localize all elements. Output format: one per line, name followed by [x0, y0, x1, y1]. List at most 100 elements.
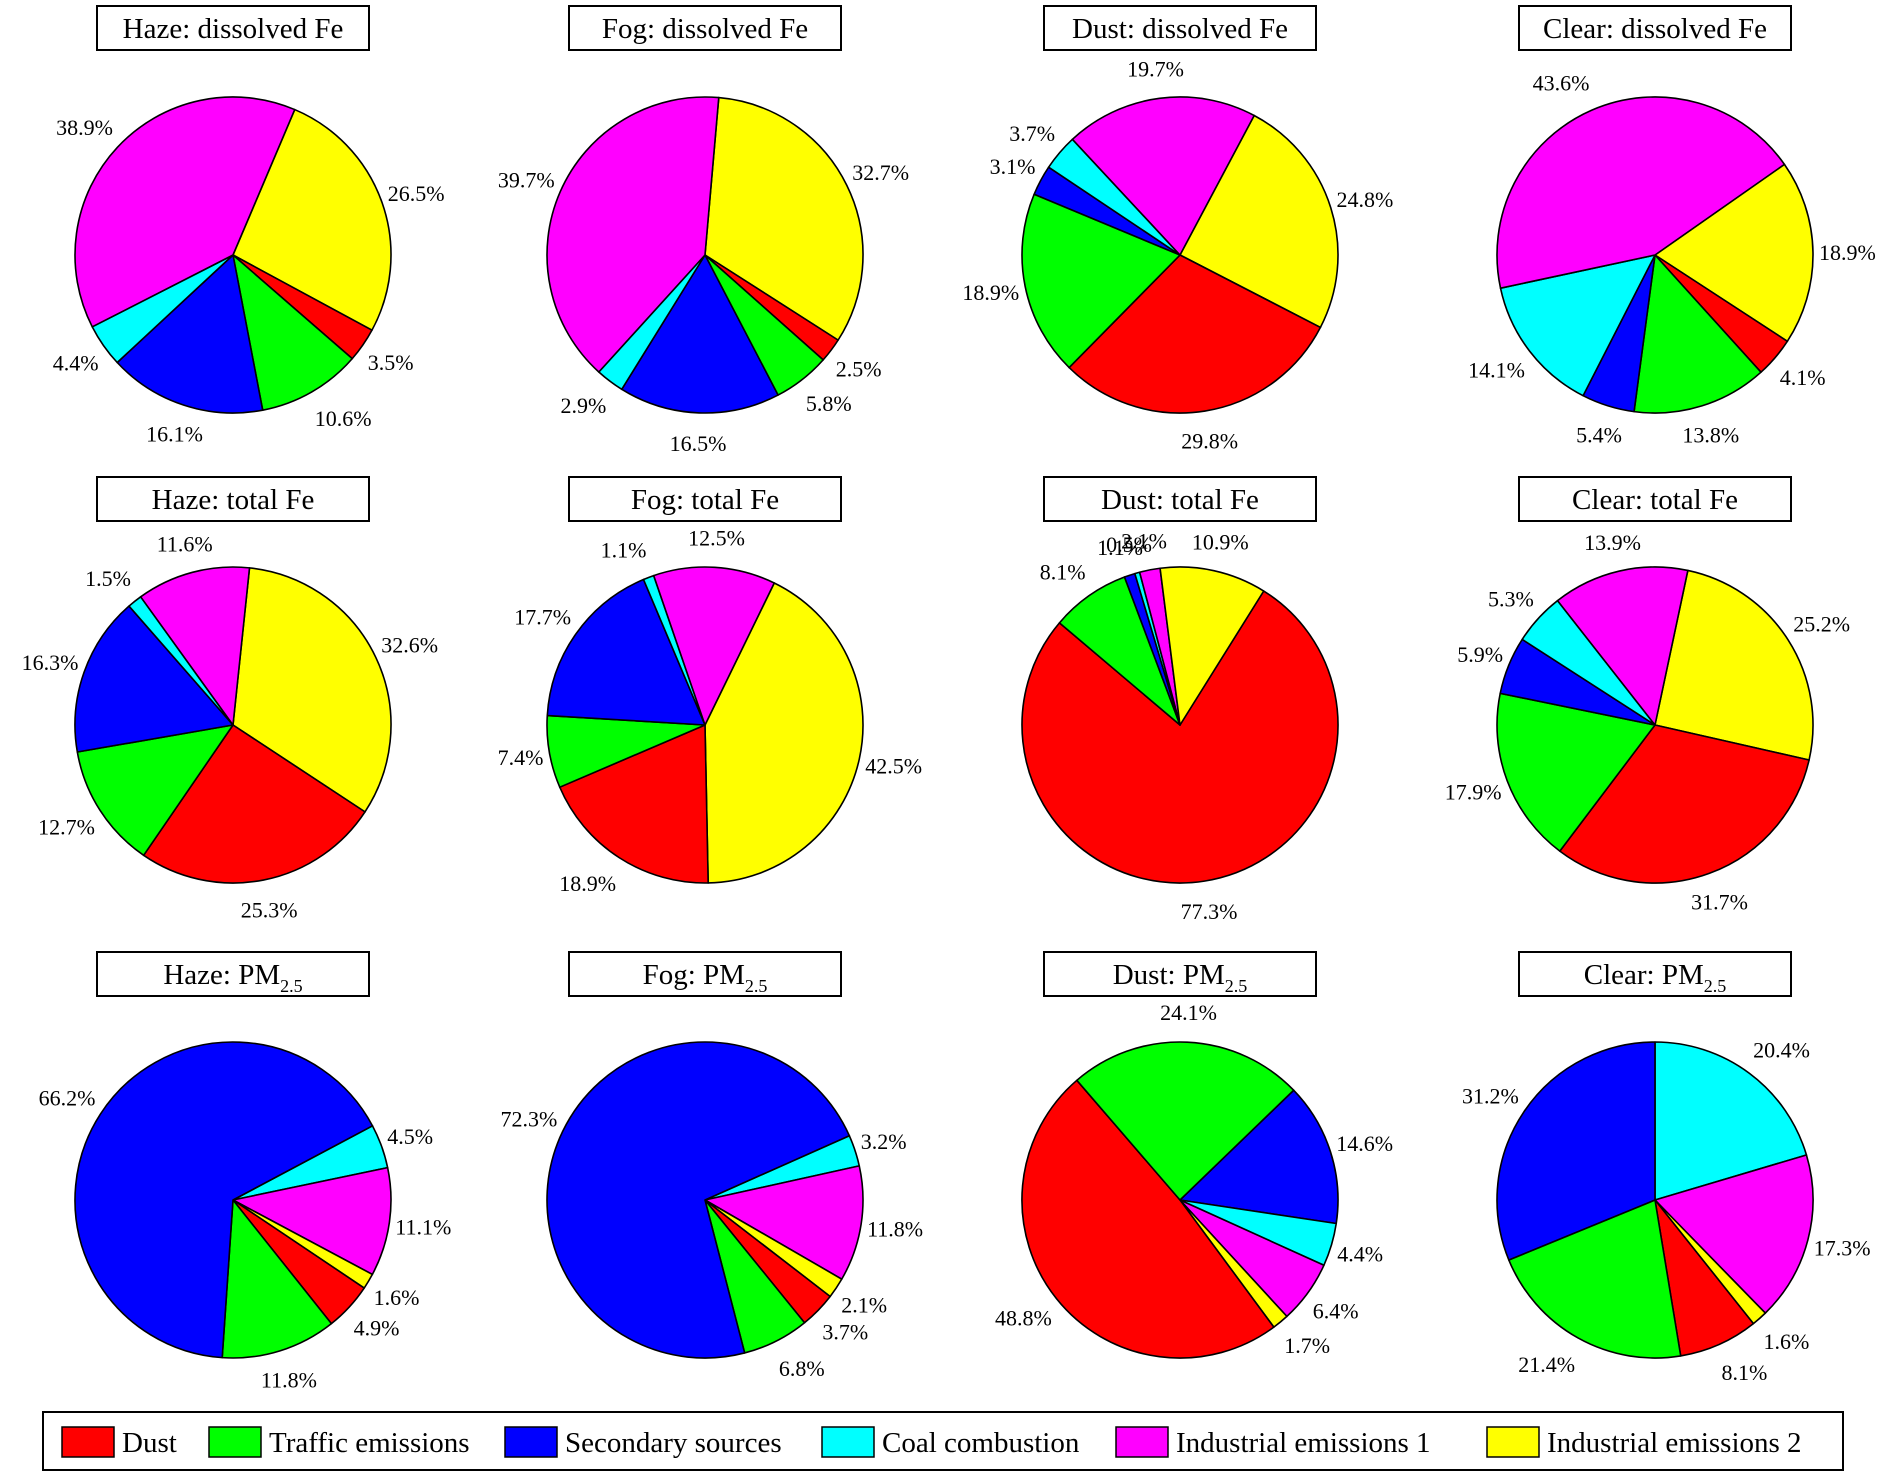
slice-label-secondary-sources: 72.3% — [500, 1106, 557, 1131]
slice-industrial-emissions-2 — [704, 582, 864, 884]
chart-title-main: Clear: dissolved Fe — [1543, 13, 1767, 45]
slice-label-industrial-emissions-2: 18.9% — [1819, 240, 1876, 265]
pie-chart-9: Haze: PM2.5 4.5% 11.1% 1.6% 4.9% 11.8% 66.2% — [39, 951, 451, 1393]
legend-label-industrial-emissions-1: Industrial emissions 1 — [1176, 1427, 1431, 1459]
chart-title-main: Clear: PM — [1584, 959, 1704, 991]
chart-title-box — [1518, 476, 1792, 522]
slice-secondary-sources — [546, 1041, 851, 1359]
chart-title-subscript: 2.5 — [280, 976, 303, 996]
slice-industrial-emissions-1 — [139, 566, 251, 726]
slice-coal-combustion — [1499, 254, 1656, 397]
slice-label-industrial-emissions-1: 6.4% — [1313, 1298, 1359, 1323]
slice-label-industrial-emissions-2: 32.7% — [852, 160, 909, 185]
slice-secondary-sources — [74, 605, 234, 753]
slice-label-secondary-sources: 31.2% — [1462, 1083, 1519, 1108]
slice-label-traffic-emissions: 13.8% — [1682, 423, 1739, 448]
pie-chart-8: Clear: total Fe 25.2% 31.7% 17.9% 5.9% 5.3% 13… — [1445, 476, 1850, 915]
legend: Dust Traffic emissions Secondary sources Co… — [42, 1411, 1844, 1471]
slice-industrial-emissions-1 — [1556, 566, 1689, 726]
slice-label-industrial-emissions-1: 39.7% — [498, 168, 555, 193]
slice-label-coal-combustion: 2.9% — [560, 393, 606, 418]
chart-title-box — [1518, 5, 1792, 51]
chart-title-box — [1043, 5, 1317, 51]
slice-traffic-emissions — [221, 1199, 333, 1359]
slice-label-secondary-sources: 17.7% — [514, 605, 571, 630]
chart-title: Fog: dissolved Fe — [602, 13, 808, 45]
legend-label-dust: Dust — [122, 1427, 177, 1459]
slice-label-industrial-emissions-2: 24.8% — [1337, 187, 1394, 212]
legend-swatch-traffic-emissions — [208, 1426, 262, 1458]
legend-box — [42, 1411, 1844, 1471]
slice-label-traffic-emissions: 8.1% — [1040, 559, 1086, 584]
chart-title: Haze: PM2.5 — [163, 959, 302, 996]
slice-coal-combustion — [1654, 1041, 1808, 1201]
legend-swatch-coal-combustion — [821, 1426, 875, 1458]
chart-title-box — [1518, 951, 1792, 997]
slice-industrial-emissions-1 — [704, 1165, 864, 1280]
slice-traffic-emissions — [1076, 1041, 1295, 1201]
slice-label-industrial-emissions-1: 19.7% — [1127, 57, 1184, 82]
slice-label-industrial-emissions-2: 25.2% — [1793, 612, 1850, 637]
slice-label-industrial-emissions-1: 13.9% — [1584, 530, 1641, 555]
pie-chart-7: Dust: total Fe 77.3% 8.1% 1.1%0.5%2.1% 10.9% — [1021, 476, 1339, 924]
legend-label-industrial-emissions-2: Industrial emissions 2 — [1547, 1427, 1802, 1459]
slice-industrial-emissions-1 — [546, 96, 720, 373]
slice-secondary-sources — [74, 1041, 374, 1359]
slice-label-traffic-emissions: 17.9% — [1445, 780, 1502, 805]
slice-label-coal-combustion: 3.2% — [861, 1129, 907, 1154]
slice-label-industrial-emissions-1: 11.8% — [867, 1217, 923, 1242]
slice-label-dust: 77.3% — [1181, 899, 1238, 924]
pie-chart-11: Dust: PM2.5 14.6% 4.4% 6.4% 1.7% 48.8% 24.1% — [995, 951, 1393, 1359]
slice-label-dust: 3.7% — [822, 1319, 868, 1344]
legend-swatch-industrial-emissions-1 — [1115, 1426, 1169, 1458]
slice-industrial-emissions-1 — [1496, 96, 1786, 289]
slice-traffic-emissions — [1633, 254, 1762, 414]
slice-dust — [1559, 724, 1810, 884]
chart-title-main: Haze: PM — [163, 959, 280, 991]
legend-label-traffic-emissions: Traffic emissions — [269, 1427, 470, 1459]
chart-title: Fog: total Fe — [631, 484, 779, 516]
legend-label-coal-combustion: Coal combustion — [882, 1427, 1080, 1459]
slice-industrial-emissions-2 — [232, 108, 392, 331]
slice-dust — [1021, 590, 1339, 884]
chart-title: Clear: PM2.5 — [1584, 959, 1727, 996]
slice-secondary-sources — [620, 254, 779, 414]
slice-label-traffic-emissions: 5.8% — [806, 391, 852, 416]
slice-label-industrial-emissions-2: 32.6% — [381, 633, 438, 658]
slice-traffic-emissions — [1508, 1199, 1682, 1359]
chart-title: Clear: dissolved Fe — [1543, 13, 1767, 45]
slice-label-traffic-emissions: 18.9% — [962, 280, 1019, 305]
slice-dust — [1068, 254, 1322, 414]
slice-industrial-emissions-1 — [232, 1166, 392, 1276]
slice-label-industrial-emissions-1: 2.1% — [1121, 529, 1167, 554]
chart-title-main: Haze: total Fe — [152, 484, 315, 516]
legend-swatch-industrial-emissions-2 — [1486, 1426, 1540, 1458]
pie-chart-12: Clear: PM2.5 20.4% 17.3% 1.6% 8.1% 21.4% 31.2% — [1462, 951, 1871, 1385]
slice-label-industrial-emissions-2: 1.6% — [1764, 1329, 1810, 1354]
slice-label-industrial-emissions-2: 42.5% — [865, 753, 922, 778]
slice-label-secondary-sources: 16.5% — [670, 431, 727, 456]
slice-industrial-emissions-2 — [1654, 163, 1814, 343]
slice-label-industrial-emissions-1: 11.6% — [157, 531, 213, 556]
slice-label-secondary-sources: 5.9% — [1457, 642, 1503, 667]
slice-dust — [142, 724, 366, 884]
slice-traffic-emissions — [76, 724, 234, 857]
slice-label-industrial-emissions-2: 1.6% — [374, 1285, 420, 1310]
slice-label-industrial-emissions-1: 11.1% — [395, 1215, 451, 1240]
slice-industrial-emissions-1 — [74, 96, 296, 328]
slice-label-coal-combustion: 5.3% — [1488, 586, 1534, 611]
chart-title-main: Fog: total Fe — [631, 484, 779, 516]
legend-label-secondary-sources: Secondary sources — [565, 1427, 782, 1459]
chart-title-box — [568, 5, 842, 51]
chart-title-subscript: 2.5 — [1704, 976, 1727, 996]
slice-label-secondary-sources: 14.6% — [1336, 1131, 1393, 1156]
slice-secondary-sources — [116, 254, 264, 414]
chart-title-subscript: 2.5 — [1225, 976, 1248, 996]
slice-label-dust: 8.1% — [1722, 1360, 1768, 1385]
slice-label-industrial-emissions-2: 2.1% — [841, 1293, 887, 1318]
slice-label-coal-combustion: 4.4% — [53, 351, 99, 376]
slice-label-coal-combustion: 1.1% — [601, 537, 647, 562]
slice-industrial-emissions-2 — [1159, 566, 1265, 726]
slice-secondary-sources — [546, 578, 706, 726]
